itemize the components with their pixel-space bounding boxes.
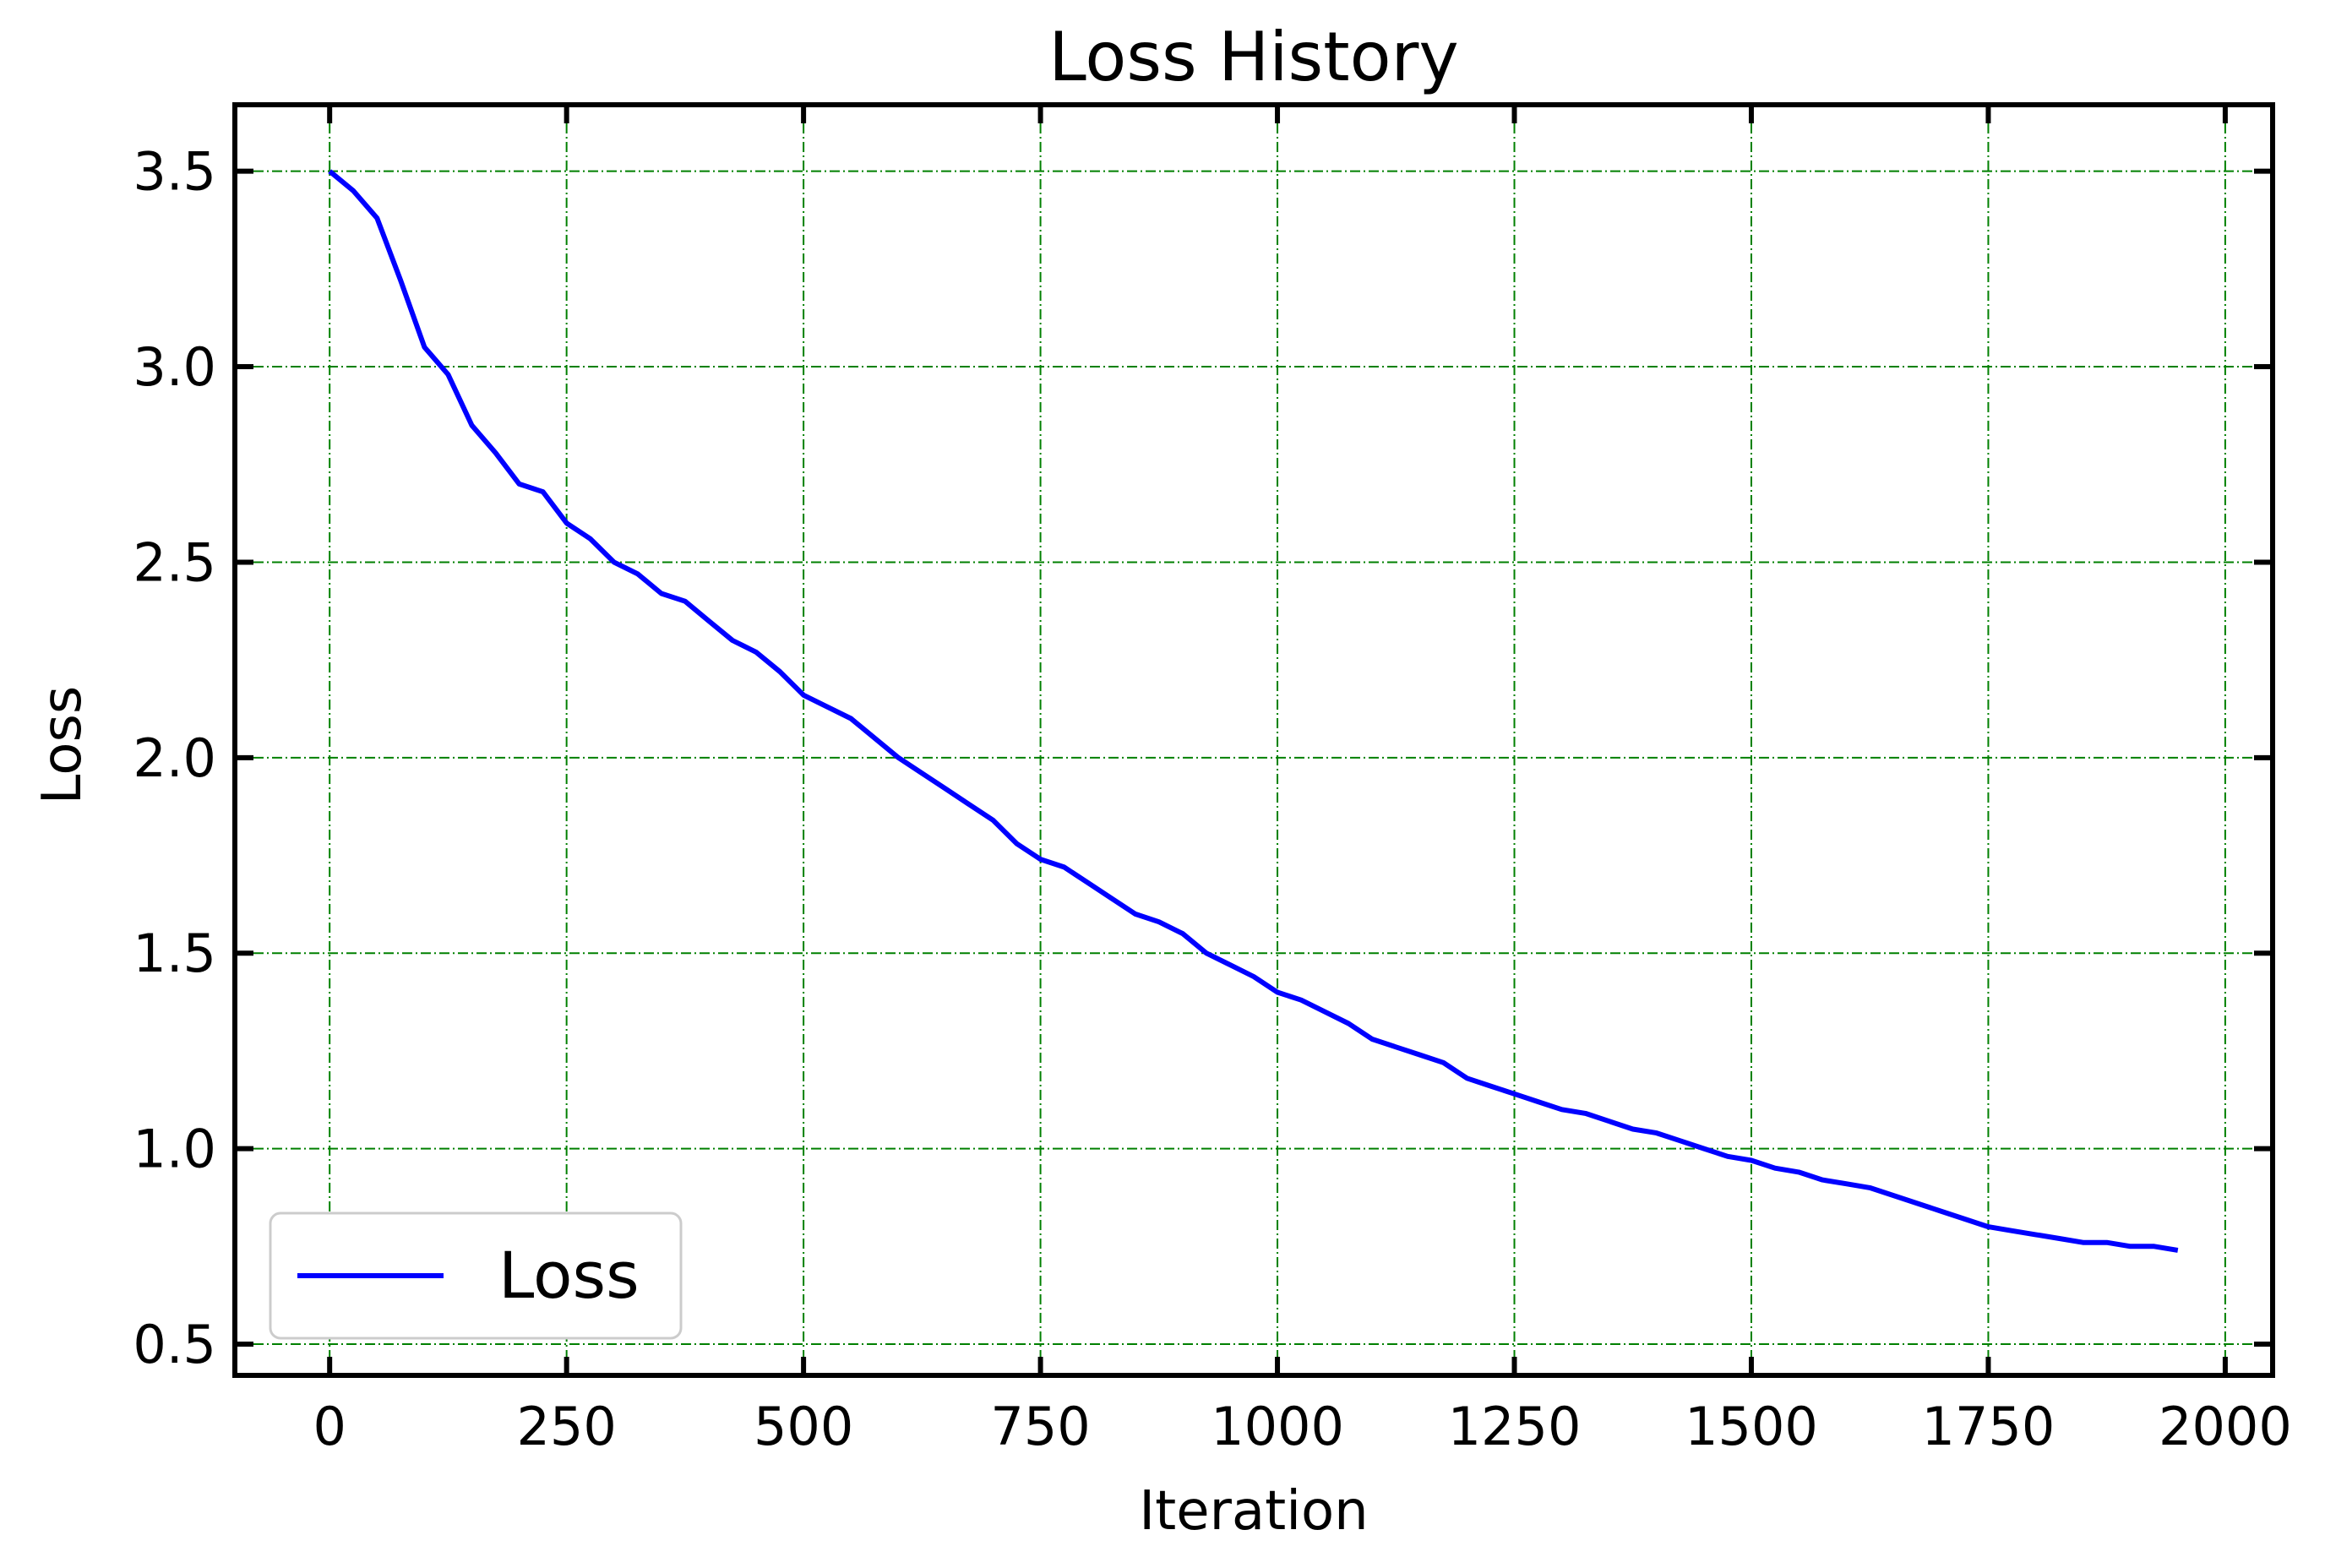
y-tick-label: 3.5 xyxy=(133,141,216,203)
y-tick-label: 2.5 xyxy=(133,531,216,593)
axis-ticks: 0 250 500 750 1000 1250 1500 1750 2000 0.5 1.0 1.5 2… xyxy=(133,105,2292,1457)
x-tick-label: 750 xyxy=(990,1396,1090,1457)
x-tick-label: 250 xyxy=(516,1396,616,1457)
y-tick-label: 1.0 xyxy=(133,1119,216,1180)
x-tick-label: 1000 xyxy=(1211,1396,1344,1457)
x-tick-label: 1750 xyxy=(1922,1396,2055,1457)
y-tick-label: 0.5 xyxy=(133,1314,216,1375)
x-tick-label: 1500 xyxy=(1685,1396,1818,1457)
chart-title: Loss History xyxy=(1048,18,1459,96)
x-tick-label: 500 xyxy=(754,1396,853,1457)
y-tick-label: 2.0 xyxy=(133,727,216,789)
legend-label-loss: Loss xyxy=(498,1238,640,1313)
y-tick-label: 1.5 xyxy=(133,923,216,984)
x-axis-label: Iteration xyxy=(1139,1480,1368,1543)
x-tick-label: 0 xyxy=(313,1396,346,1457)
grid-lines xyxy=(235,105,2273,1375)
y-axis-label: Loss xyxy=(31,686,94,804)
series-area xyxy=(328,169,2179,1253)
y-tick-label: 3.0 xyxy=(133,336,216,398)
x-tick-label: 2000 xyxy=(2159,1396,2292,1457)
legend: Loss xyxy=(269,1211,683,1340)
plot-frame xyxy=(232,102,2275,1378)
series-line-loss xyxy=(328,169,2179,1253)
x-tick-label: 1250 xyxy=(1448,1396,1582,1457)
legend-box xyxy=(269,1211,683,1340)
